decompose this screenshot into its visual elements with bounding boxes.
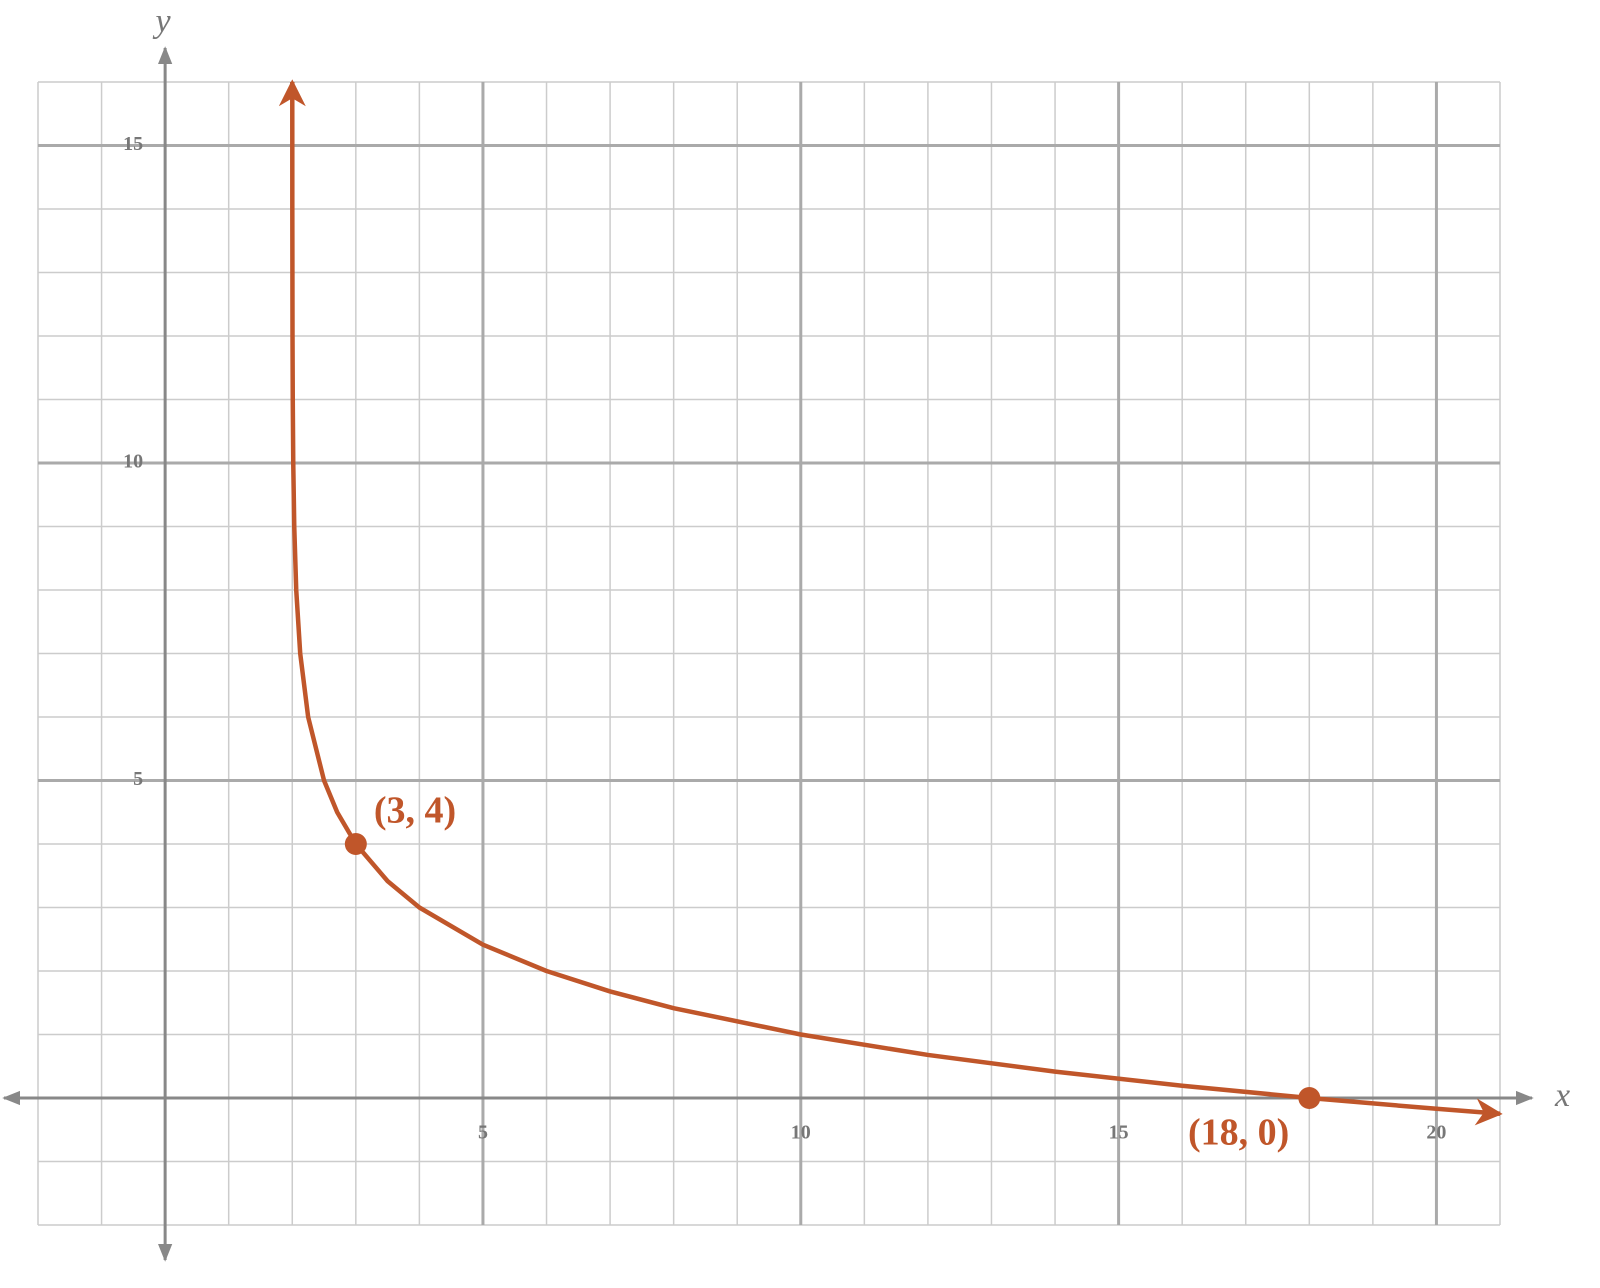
x-tick-label: 20	[1426, 1122, 1446, 1144]
point	[344, 833, 367, 855]
x-axis-label: x	[1554, 1077, 1570, 1114]
point-label: (18, 0)	[1188, 1112, 1289, 1154]
curve	[278, 79, 1503, 1126]
y-tick-label: 15	[123, 133, 143, 155]
x-tick-label: 15	[1109, 1122, 1129, 1144]
y-tick-label: 10	[123, 451, 143, 473]
y-axis-label: y	[152, 3, 171, 40]
point-label: (3, 4)	[374, 790, 456, 832]
y-tick-label: 5	[133, 768, 143, 790]
point	[1298, 1087, 1321, 1109]
x-tick-label: 5	[478, 1122, 488, 1144]
x-tick-label: 10	[791, 1122, 811, 1144]
